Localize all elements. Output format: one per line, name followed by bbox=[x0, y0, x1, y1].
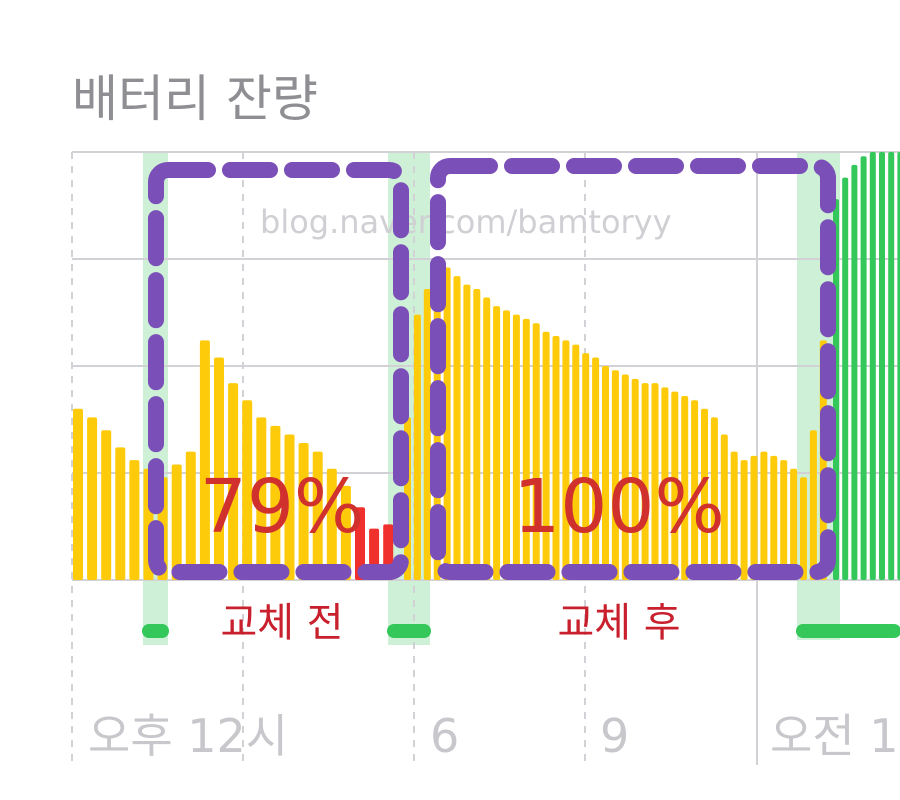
battery-bar bbox=[326, 468, 337, 580]
battery-bar bbox=[115, 447, 126, 580]
battery-bar bbox=[760, 451, 768, 580]
battery-bar bbox=[256, 417, 267, 580]
x-tick-label: 오전 1 bbox=[770, 709, 899, 763]
battery-bar bbox=[542, 331, 550, 580]
battery-bar bbox=[423, 288, 431, 580]
battery-bars bbox=[73, 152, 900, 580]
battery-bar bbox=[453, 276, 461, 580]
battery-bar bbox=[851, 164, 858, 580]
battery-bar bbox=[691, 400, 699, 580]
battery-bar bbox=[790, 468, 798, 580]
battery-bar bbox=[572, 344, 580, 580]
battery-bar bbox=[512, 314, 520, 580]
battery-bar bbox=[701, 408, 708, 580]
battery-bar bbox=[592, 357, 600, 580]
battery-bar bbox=[750, 455, 758, 580]
battery-bar bbox=[483, 297, 491, 580]
battery-bar bbox=[602, 366, 609, 580]
battery-bar bbox=[582, 353, 590, 580]
x-tick-label: 오후 12시 bbox=[88, 709, 288, 763]
battery-bar bbox=[671, 391, 679, 580]
battery-bar bbox=[312, 451, 323, 580]
battery-bar bbox=[651, 383, 659, 580]
battery-bar bbox=[199, 340, 210, 580]
battery-bar bbox=[101, 430, 112, 580]
battery-bar bbox=[242, 400, 253, 580]
battery-bar bbox=[340, 485, 351, 580]
battery-bar bbox=[780, 460, 788, 580]
battery-bar bbox=[770, 455, 778, 580]
battery-bar bbox=[355, 507, 365, 580]
battery-bar bbox=[611, 370, 619, 580]
battery-bar bbox=[641, 383, 649, 580]
battery-bar bbox=[298, 443, 309, 580]
battery-bar bbox=[710, 417, 718, 580]
battery-bar bbox=[740, 460, 748, 580]
battery-bar bbox=[800, 477, 807, 580]
watermark-text: blog.naver.com/bamtoryy bbox=[260, 203, 672, 241]
battery-bar bbox=[171, 464, 182, 580]
chart-title: 배터리 잔량 bbox=[72, 70, 318, 128]
annotation-value-label: 100% bbox=[513, 464, 725, 550]
battery-bar bbox=[87, 417, 98, 580]
battery-bar bbox=[879, 152, 885, 580]
highlight-boxes bbox=[148, 158, 836, 580]
battery-bar bbox=[270, 425, 281, 580]
highlight-box-after bbox=[430, 158, 836, 580]
battery-bar bbox=[562, 340, 570, 580]
battery-bar bbox=[631, 378, 639, 580]
x-tick-label: 6 bbox=[430, 709, 459, 763]
highlight-box-before bbox=[148, 162, 409, 580]
battery-bar bbox=[869, 152, 876, 580]
battery-bar bbox=[73, 408, 83, 580]
battery-bar bbox=[185, 451, 196, 580]
battery-bar bbox=[129, 460, 140, 580]
battery-bar bbox=[463, 284, 471, 580]
battery-bar bbox=[888, 152, 895, 580]
battery-bar bbox=[493, 306, 501, 580]
battery-bar bbox=[809, 430, 817, 580]
battery-bar bbox=[860, 156, 867, 580]
battery-bar bbox=[730, 451, 738, 580]
battery-bar bbox=[552, 336, 560, 580]
battery-bar bbox=[720, 434, 728, 580]
battery-bar bbox=[621, 374, 629, 580]
battery-bar bbox=[897, 152, 900, 580]
annotations: 79% 교체 전 100% 교체 후 bbox=[200, 464, 725, 646]
x-tick-label: 9 bbox=[600, 709, 629, 763]
battery-bar bbox=[214, 357, 224, 580]
battery-bar bbox=[661, 387, 669, 580]
battery-bar bbox=[842, 177, 849, 580]
battery-bar bbox=[532, 323, 540, 580]
battery-bar bbox=[503, 310, 510, 580]
battery-bar bbox=[681, 395, 689, 580]
battery-bar bbox=[284, 434, 295, 580]
annotation-caption: 교체 후 bbox=[557, 600, 680, 646]
battery-bar bbox=[413, 314, 421, 580]
annotation-caption: 교체 전 bbox=[220, 600, 343, 646]
battery-bar bbox=[522, 318, 530, 580]
battery-bar bbox=[473, 288, 481, 580]
battery-bar bbox=[228, 383, 239, 580]
x-axis-ticks: 오후 12시 6 9 오전 1 bbox=[88, 709, 899, 763]
annotation-value-label: 79% bbox=[200, 464, 364, 550]
